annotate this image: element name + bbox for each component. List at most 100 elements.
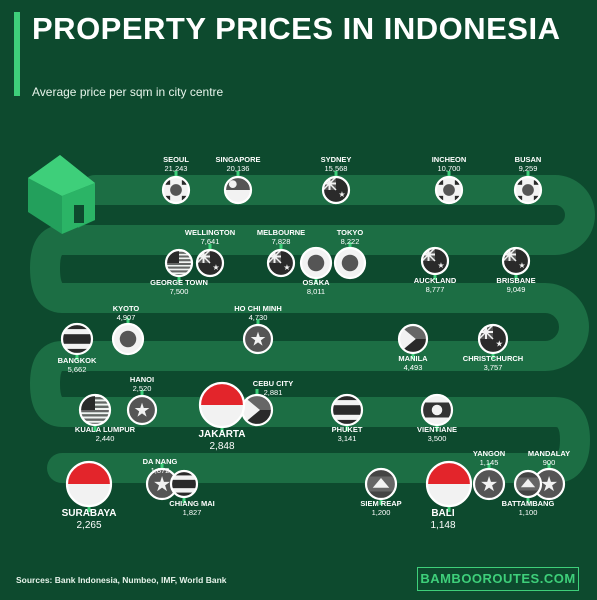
vietnam-flag-icon: ★ [126, 394, 158, 426]
city-price-label: 2,520 [133, 384, 152, 393]
new-zealand-flag-icon: ★ [195, 248, 225, 278]
svg-text:★: ★ [134, 400, 151, 421]
marker-connector [314, 278, 318, 284]
city-name-label: SURABAYA [62, 508, 117, 519]
city-price-label: 2,440 [96, 434, 115, 443]
marker-connector [255, 389, 259, 395]
japan-flag-icon [333, 246, 367, 280]
city-price-label: 3,757 [484, 363, 503, 372]
marker-connector [547, 463, 551, 469]
city-price-label: 8,777 [426, 285, 445, 294]
city-price-label: 8,222 [341, 237, 360, 246]
marker-connector [174, 171, 178, 177]
australia-flag-icon: ★ [501, 246, 531, 276]
new-zealand-flag-icon: ★ [477, 323, 509, 355]
city-price-label: 7,828 [272, 237, 291, 246]
city-price-label: 20,136 [227, 164, 250, 173]
city-name-label: SIEM REAP [360, 499, 401, 508]
philippines-flag-icon [397, 323, 429, 355]
city-price-label: 1,827 [183, 508, 202, 517]
marker-connector [345, 425, 349, 431]
marker-connector [514, 274, 518, 280]
svg-text:★: ★ [518, 261, 525, 270]
marker-connector [433, 274, 437, 280]
marker-connector [160, 463, 164, 469]
city-name-label: MANILA [398, 354, 428, 363]
philippines-flag-icon [240, 393, 274, 427]
city-price-label: 4,493 [404, 363, 423, 372]
svg-text:★: ★ [496, 339, 504, 349]
marker-connector [379, 499, 383, 505]
svg-text:★: ★ [540, 474, 558, 496]
thailand-flag-icon [60, 322, 94, 356]
myanmar-flag-icon: ★ [472, 467, 506, 501]
sources-note: Sources: Bank Indonesia, Numbeo, IMF, Wo… [16, 575, 227, 585]
city-name-label: WELLINGTON [185, 228, 235, 237]
city-price-label: 7,500 [170, 287, 189, 296]
city-price-label: 9,049 [507, 285, 526, 294]
city-name-label: HANOI [130, 375, 154, 384]
marker-connector [334, 171, 338, 177]
marker-connector [411, 353, 415, 359]
city-name-label: BRISBANE [496, 276, 535, 285]
marker-connector [447, 506, 451, 512]
city-price-label: 7,641 [201, 237, 220, 246]
city-price-label: 1,145 [480, 458, 499, 467]
city-name-label: MELBOURNE [257, 228, 305, 237]
city-name-label: SYDNEY [321, 155, 352, 164]
marker-connector [182, 497, 186, 503]
cambodia-flag-icon [364, 467, 398, 501]
new-zealand-flag-icon: ★ [420, 246, 450, 276]
city-name-label: AUCKLAND [414, 276, 457, 285]
city-price-label: 15,568 [325, 164, 348, 173]
indonesia-flag-icon [425, 460, 473, 508]
page-title: PROPERTY PRICES IN INDONESIA [32, 11, 561, 46]
cambodia-flag-icon [513, 469, 543, 499]
marker-connector [75, 354, 79, 360]
marker-connector [93, 425, 97, 431]
malaysia-flag-icon [78, 393, 112, 427]
marker-connector [526, 497, 530, 503]
singapore-flag-icon [223, 175, 253, 205]
city-name-label: VIENTIANE [417, 425, 457, 434]
svg-text:★: ★ [437, 261, 444, 270]
city-name-label: HO CHI MINH [234, 304, 282, 313]
city-name-label: KYOTO [113, 304, 140, 313]
city-name-label: CHRISTCHURCH [463, 354, 523, 363]
australia-flag-icon: ★ [266, 248, 296, 278]
marker-connector [487, 463, 491, 469]
marker-connector [256, 319, 260, 325]
marker-connector [348, 242, 352, 248]
svg-text:★: ★ [250, 329, 267, 350]
marker-connector [447, 171, 451, 177]
city-price-label: 2,265 [76, 520, 101, 531]
city-price-label: 1,100 [519, 508, 538, 517]
svg-text:★: ★ [212, 263, 219, 272]
vietnam-flag-icon: ★ [242, 323, 274, 355]
marker-connector [526, 171, 530, 177]
city-name-label: GEORGE TOWN [150, 278, 208, 287]
city-name-label: MANDALAY [528, 449, 570, 458]
marker-connector [279, 244, 283, 250]
city-name-label: BALI [431, 508, 455, 519]
south-korea-flag-icon [434, 175, 464, 205]
city-name-label: JAKARTA [198, 429, 245, 440]
city-name-label: PHUKET [332, 425, 363, 434]
